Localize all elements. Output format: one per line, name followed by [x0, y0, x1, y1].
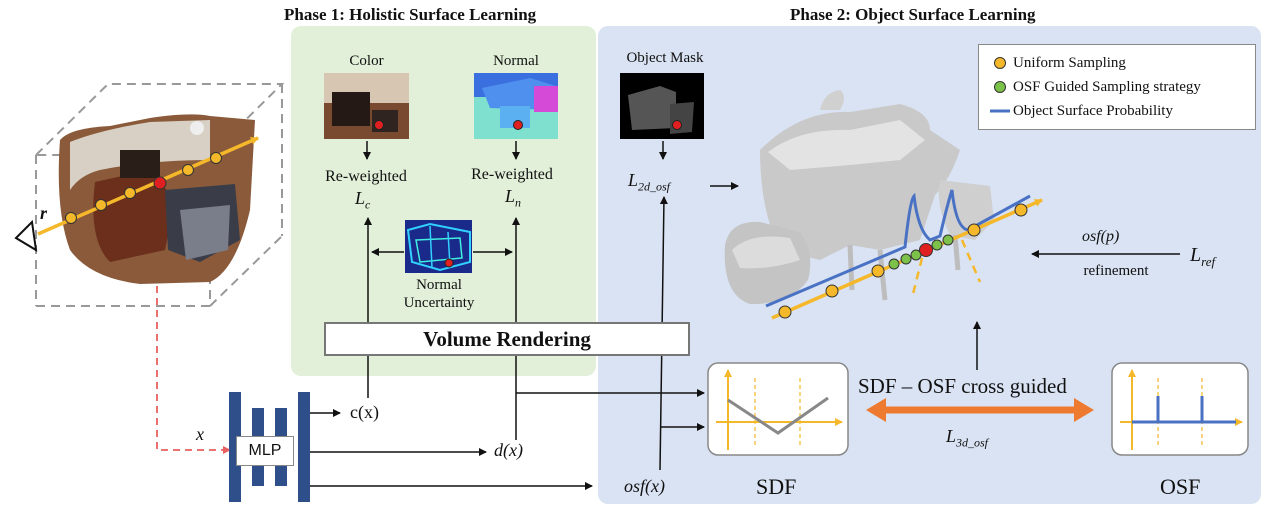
- loss-ref: Lref: [1190, 244, 1216, 269]
- camera-icon: [14, 219, 38, 252]
- phase1-title: Phase 1: Holistic Surface Learning: [284, 5, 537, 24]
- refinement-label: refinement: [1083, 263, 1149, 279]
- mlp-label: MLP: [236, 436, 294, 466]
- surface-probability-curve: [765, 189, 1031, 308]
- loss-color: Lc: [355, 188, 371, 212]
- normal-uncertainty-label: Normal Uncertainty: [403, 277, 475, 311]
- osf-p-label: osf(p): [1082, 228, 1120, 245]
- normal-image: [474, 73, 558, 139]
- osf-output-label: osf(x): [624, 476, 665, 496]
- sdf-plot-title: SDF: [756, 474, 797, 499]
- color-output-label: c(x): [350, 402, 379, 422]
- ray-r-label: r: [40, 203, 48, 223]
- color-image: [324, 73, 409, 139]
- volume-rendering-box: Volume Rendering: [324, 322, 690, 356]
- osf-curve: [1132, 396, 1236, 424]
- loss-normal: Ln: [505, 186, 522, 210]
- normal-label: Normal: [493, 53, 539, 69]
- loss-3d-osf: L3d_osf: [946, 426, 989, 450]
- color-label: Color: [349, 53, 384, 69]
- loss-2d-osf: L2d_osf: [628, 170, 671, 194]
- sample-point-link: [156, 286, 231, 454]
- reweighted-normal-label: Re-weighted: [471, 166, 553, 183]
- phase2-title: Phase 2: Object Surface Learning: [790, 5, 1036, 24]
- normal-uncertainty-image: [405, 220, 472, 273]
- object-mask-image: [620, 73, 704, 139]
- osf-plot-title: OSF: [1160, 474, 1201, 499]
- legend-item-surface-probability: Object Surface Probability: [990, 102, 1173, 119]
- reweighted-color-label: Re-weighted: [325, 168, 407, 185]
- input-x-label: x: [196, 424, 204, 444]
- legend: Uniform Sampling OSF Guided Sampling str…: [978, 44, 1256, 130]
- legend-item-osf-guided: OSF Guided Sampling strategy: [987, 75, 1247, 99]
- sdf-curve: [727, 396, 829, 435]
- cross-guided-label: SDF – OSF cross guided: [858, 374, 1067, 398]
- legend-item-uniform: Uniform Sampling: [987, 51, 1247, 75]
- object-mask-label: Object Mask: [626, 50, 704, 66]
- depth-output-label: d(x): [494, 440, 523, 460]
- osf-plot-box: [1111, 362, 1249, 456]
- cross-guided-arrow: [866, 398, 1094, 422]
- room-scene-image: [58, 114, 255, 285]
- sdf-plot-box: [707, 362, 849, 456]
